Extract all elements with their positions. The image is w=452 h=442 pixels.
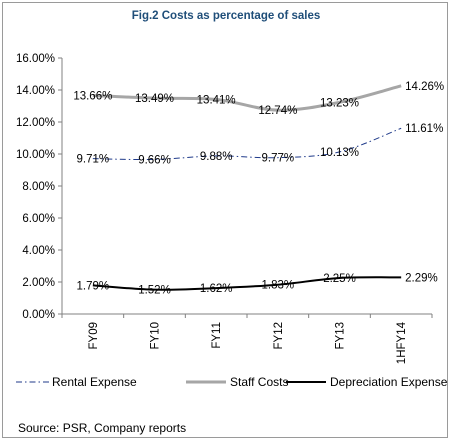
- data-label: 11.61%: [405, 123, 443, 135]
- data-label: 2.25%: [323, 273, 356, 285]
- source-note: Source: PSR, Company reports: [18, 421, 187, 435]
- y-tick-label: 4.00%: [22, 245, 55, 257]
- data-label: 1.62%: [200, 283, 233, 295]
- x-tick-label: FY09: [88, 322, 100, 350]
- data-label: 1.79%: [77, 280, 110, 292]
- data-label: 9.77%: [262, 153, 295, 165]
- y-tick-label: 0.00%: [22, 309, 55, 321]
- x-tick-label: FY11: [211, 322, 223, 349]
- y-tick-label: 8.00%: [22, 181, 55, 193]
- y-tick-label: 14.00%: [16, 85, 55, 97]
- chart-data-labels: 9.71% 9.66% 9.88% 9.77% 10.13% 11.61% 13.66% 13…: [73, 81, 444, 297]
- x-tick-label: FY10: [150, 322, 162, 350]
- data-label: 1.83%: [262, 280, 295, 292]
- x-tick-label: 1HFY14: [396, 321, 408, 364]
- y-tick-label: 6.00%: [22, 213, 55, 225]
- data-label: 9.71%: [77, 154, 110, 166]
- legend-label: Depreciation Expense: [330, 375, 448, 389]
- y-tick-label: 12.00%: [16, 117, 55, 129]
- data-label: 13.49%: [135, 93, 174, 105]
- data-label: 13.41%: [197, 94, 236, 106]
- data-label: 2.29%: [405, 272, 438, 284]
- data-label: 10.13%: [320, 147, 359, 159]
- legend-label: Rental Expense: [52, 375, 137, 389]
- data-label: 12.74%: [258, 105, 297, 117]
- series-line-rental-expense: [92, 127, 402, 161]
- series-line-staff-costs: [92, 84, 402, 112]
- y-tick-label: 16.00%: [16, 53, 55, 65]
- data-label: 9.88%: [200, 151, 233, 163]
- x-tick-label: FY13: [335, 322, 347, 350]
- chart-frame: [2, 2, 448, 438]
- line-chart: 0.00% 2.00% 4.00% 6.00% 8.00% 10.00% 12.00% 14.…: [16, 53, 448, 389]
- chart-legend: Rental Expense Staff Costs Depreciation Ex…: [16, 375, 448, 389]
- chart-title: Fig.2 Costs as percentage of sales: [131, 10, 321, 22]
- data-label: 1.52%: [138, 285, 171, 297]
- series-line-depreciation-expense: [92, 276, 402, 291]
- y-tick-label: 2.00%: [22, 277, 55, 289]
- data-label: 13.66%: [73, 90, 112, 102]
- x-tick-label: FY12: [273, 322, 285, 350]
- y-tick-label: 10.00%: [16, 149, 55, 161]
- data-label: 9.66%: [138, 154, 171, 166]
- legend-label: Staff Costs: [230, 375, 288, 389]
- chart-axes: 0.00% 2.00% 4.00% 6.00% 8.00% 10.00% 12.00% 14.…: [16, 53, 433, 364]
- data-label: 14.26%: [405, 81, 444, 93]
- chart-lines: [92, 84, 402, 291]
- data-label: 13.23%: [320, 97, 359, 109]
